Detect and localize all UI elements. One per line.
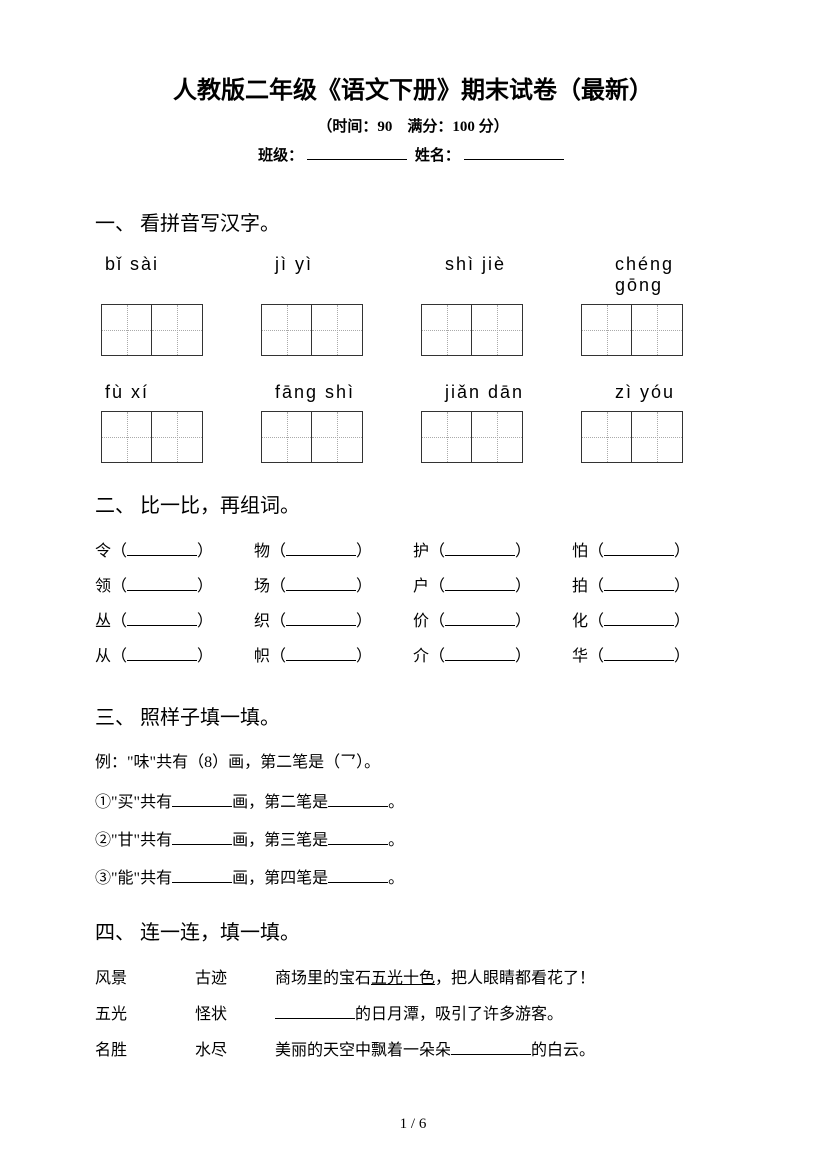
fill-blank[interactable]: [604, 612, 674, 626]
word-item: 户（）: [413, 571, 572, 603]
char-box-pair[interactable]: [421, 411, 523, 463]
fill-blank[interactable]: [328, 793, 388, 807]
section4-title: 四、 连一连，填一填。: [95, 916, 731, 945]
fill-blank[interactable]: [604, 542, 674, 556]
fill-blank[interactable]: [286, 577, 356, 591]
connect-c1: 风景: [95, 963, 195, 995]
connect-c3: 商场里的宝石五光十色，把人眼睛都看花了！: [275, 963, 731, 995]
underline-text: 五光十色: [371, 970, 435, 987]
fill-blank[interactable]: [328, 869, 388, 883]
fill-blank[interactable]: [172, 831, 232, 845]
connect-row: 名胜 水尽 美丽的天空中飘着一朵朵的白云。: [95, 1035, 731, 1067]
pinyin-item: jiǎn dān: [445, 382, 555, 403]
fill-blank[interactable]: [127, 577, 197, 591]
word-compare-row: 领（）场（）户（）拍（）: [95, 571, 731, 603]
pinyin-row-1: bǐ sài jì yì shì jiè chéng gōng: [95, 254, 731, 296]
fill-blank[interactable]: [275, 1005, 355, 1019]
class-blank[interactable]: [307, 144, 407, 160]
fill-line: ③"能"共有画，第四笔是。: [95, 864, 731, 888]
subtitle: （时间：90 满分：100 分）: [95, 115, 731, 136]
pinyin-item: fāng shì: [275, 382, 385, 403]
fill-line: ②"甘"共有画，第三笔是。: [95, 826, 731, 850]
word-item: 华（）: [572, 641, 731, 673]
char-box-pair[interactable]: [421, 304, 523, 356]
pinyin-item: chéng gōng: [615, 254, 725, 296]
info-line: 班级： 姓名：: [95, 144, 731, 165]
fill-blank[interactable]: [172, 793, 232, 807]
fill-blank[interactable]: [451, 1041, 531, 1055]
fill-blank[interactable]: [127, 542, 197, 556]
fill-blank[interactable]: [445, 577, 515, 591]
word-item: 织（）: [254, 606, 413, 638]
word-item: 帜（）: [254, 641, 413, 673]
connect-c1: 名胜: [95, 1035, 195, 1067]
pinyin-item: zì yóu: [615, 382, 725, 403]
word-item: 拍（）: [572, 571, 731, 603]
fill-blank[interactable]: [127, 647, 197, 661]
char-box-pair[interactable]: [101, 411, 203, 463]
fill-blank[interactable]: [127, 612, 197, 626]
fill-blank[interactable]: [286, 542, 356, 556]
word-compare-row: 丛（）织（）价（）化（）: [95, 606, 731, 638]
box-row-2: [95, 411, 731, 463]
pinyin-row-2: fù xí fāng shì jiǎn dān zì yóu: [95, 382, 731, 403]
connect-row: 风景 古迹 商场里的宝石五光十色，把人眼睛都看花了！: [95, 963, 731, 995]
fill-blank[interactable]: [445, 612, 515, 626]
word-item: 护（）: [413, 536, 572, 568]
connect-c2: 古迹: [195, 963, 275, 995]
word-item: 令（）: [95, 536, 254, 568]
section3-title: 三、 照样子填一填。: [95, 701, 731, 730]
pinyin-item: fù xí: [105, 382, 215, 403]
connect-c2: 水尽: [195, 1035, 275, 1067]
page-title: 人教版二年级《语文下册》期末试卷（最新）: [95, 70, 731, 105]
word-compare-row: 从（）帜（）介（）华（）: [95, 641, 731, 673]
fill-blank[interactable]: [445, 542, 515, 556]
connect-row: 五光 怪状 的日月潭，吸引了许多游客。: [95, 999, 731, 1031]
name-blank[interactable]: [464, 144, 564, 160]
fill-line: ①"买"共有画，第二笔是。: [95, 788, 731, 812]
char-box-pair[interactable]: [581, 411, 683, 463]
fill-blank[interactable]: [286, 612, 356, 626]
fill-blank[interactable]: [604, 577, 674, 591]
char-box-pair[interactable]: [101, 304, 203, 356]
word-item: 介（）: [413, 641, 572, 673]
char-box-pair[interactable]: [581, 304, 683, 356]
word-item: 场（）: [254, 571, 413, 603]
word-item: 丛（）: [95, 606, 254, 638]
connect-c3: 的日月潭，吸引了许多游客。: [275, 999, 731, 1031]
word-item: 领（）: [95, 571, 254, 603]
fill-blank[interactable]: [172, 869, 232, 883]
word-item: 从（）: [95, 641, 254, 673]
page-number: 1 / 6: [0, 1116, 826, 1133]
connect-c3: 美丽的天空中飘着一朵朵的白云。: [275, 1035, 731, 1067]
pinyin-item: bǐ sài: [105, 254, 215, 296]
fill-blank[interactable]: [286, 647, 356, 661]
pinyin-item: shì jiè: [445, 254, 555, 296]
section1-title: 一、 看拼音写汉字。: [95, 207, 731, 236]
word-item: 化（）: [572, 606, 731, 638]
section2-title: 二、 比一比，再组词。: [95, 489, 731, 518]
example-line: 例："味"共有（8）画，第二笔是（乛）。: [95, 748, 731, 772]
char-box-pair[interactable]: [261, 411, 363, 463]
char-box-pair[interactable]: [261, 304, 363, 356]
word-item: 价（）: [413, 606, 572, 638]
word-compare-row: 令（）物（）护（）怕（）: [95, 536, 731, 568]
connect-c2: 怪状: [195, 999, 275, 1031]
box-row-1: [95, 304, 731, 356]
connect-c1: 五光: [95, 999, 195, 1031]
name-label: 姓名：: [415, 148, 460, 164]
fill-blank[interactable]: [445, 647, 515, 661]
word-item: 怕（）: [572, 536, 731, 568]
fill-blank[interactable]: [604, 647, 674, 661]
pinyin-item: jì yì: [275, 254, 385, 296]
class-label: 班级：: [258, 148, 303, 164]
word-item: 物（）: [254, 536, 413, 568]
fill-blank[interactable]: [328, 831, 388, 845]
